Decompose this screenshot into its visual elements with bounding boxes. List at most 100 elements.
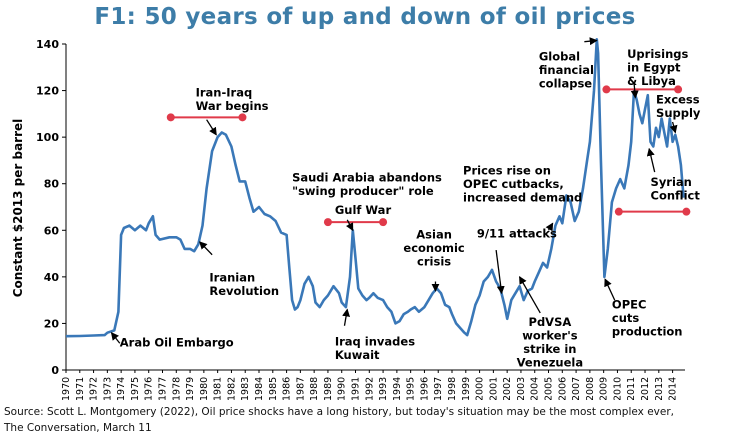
annotation-line: economic — [403, 241, 465, 255]
x-tick-label: 1994 — [392, 377, 403, 400]
y-axis-label: Constant $2013 per barrel — [11, 119, 25, 298]
syrian-conflict-range-start — [614, 207, 623, 216]
x-tick-label: 2010 — [612, 377, 623, 400]
y-tick-label: 80 — [44, 178, 60, 191]
arab-spring-range-end — [674, 85, 683, 94]
annotation-line: Kuwait — [335, 348, 380, 362]
source-note: Source: Scott L. Montgomery (2022), Oil … — [4, 404, 726, 436]
annotation-line: worker's — [522, 328, 578, 342]
page-title: F1: 50 years of up and down of oil price… — [94, 4, 636, 30]
x-tick-label: 2004 — [530, 377, 541, 400]
y-tick-label: 20 — [44, 317, 60, 330]
excess-supply-arrow — [669, 121, 678, 134]
y-tick-label: 0 — [51, 364, 59, 377]
x-tick-label: 1985 — [268, 377, 279, 400]
x-tick-label: 2006 — [557, 377, 568, 400]
annotation-line: 9/11 attacks — [477, 226, 557, 240]
gulf-war-range-start — [323, 218, 332, 227]
pdvsa-strike-arrow — [519, 275, 541, 314]
annotation-line: Supply — [656, 106, 701, 120]
annotation-line: War begins — [196, 99, 269, 113]
gulf-war-range-end — [379, 218, 388, 227]
x-tick-label: 2011 — [626, 377, 637, 400]
iraq-invades-kuwait-annotation: Iraq invades Kuwait — [335, 335, 415, 363]
iranian-revolution-annotation: Iranian Revolution — [209, 271, 279, 299]
arab-oil-embargo-arrow — [110, 331, 121, 344]
annotation-line: Iranian — [209, 271, 255, 285]
uprisings-annotation: Uprisings in Egypt & Libya — [627, 47, 688, 88]
annotation-line: in Egypt — [627, 60, 681, 74]
source-line-2: The Conversation, March 11 — [4, 422, 152, 434]
arab-oil-embargo-annotation: Arab Oil Embargo — [120, 336, 234, 350]
annotation-line: production — [612, 324, 683, 338]
x-tick-label: 1989 — [323, 377, 334, 400]
x-tick-label: 1971 — [75, 377, 86, 400]
x-tick-label: 1978 — [171, 377, 182, 400]
x-tick-label: 1986 — [282, 377, 293, 400]
annotation-line: & Libya — [627, 74, 676, 88]
annotation-line: increased demand — [463, 190, 582, 204]
saudi-arabia-annotation: Saudi Arabia abandons "swing producer" ro… — [292, 170, 442, 198]
x-tick-label: 2013 — [654, 377, 665, 400]
x-tick-label: 2003 — [516, 377, 527, 400]
annotation-line: Revolution — [209, 284, 279, 298]
iran-iraq-war-range-end — [238, 113, 247, 122]
iranian-revolution-arrow — [199, 241, 213, 256]
x-tick-label: 1984 — [254, 377, 265, 400]
x-tick-label: 1993 — [378, 377, 389, 400]
syrian-conflict-arrow — [646, 147, 656, 173]
annotation-line: Arab Oil Embargo — [120, 336, 234, 350]
x-tick-label: 1983 — [240, 377, 251, 400]
annotation-line: financial — [539, 63, 594, 77]
x-tick-label: 2007 — [571, 377, 582, 400]
annotation-line: cuts — [612, 311, 640, 325]
annotation-line: PdVSA — [529, 315, 572, 329]
x-tick-label: 1974 — [116, 377, 127, 400]
source-line-1: Source: Scott L. Montgomery (2022), Oil … — [4, 406, 674, 418]
x-tick-label: 1992 — [364, 377, 375, 400]
x-tick-label: 2002 — [502, 377, 513, 400]
asian-crisis-annotation: Asian economic crisis — [403, 227, 465, 268]
global-financial-collapse-arrow — [584, 37, 598, 46]
x-tick-label: 1998 — [447, 377, 458, 400]
y-tick-label: 100 — [36, 131, 59, 144]
annotation-line: OPEC — [612, 297, 647, 311]
x-tick-label: 1996 — [419, 377, 430, 400]
series-group — [65, 38, 685, 338]
iran-iraq-war-annotation: Iran-Iraq War begins — [196, 85, 269, 113]
x-tick-label: 1981 — [213, 377, 224, 400]
annotation-line: Iraq invades — [335, 335, 415, 349]
annotation-line: Conflict — [651, 189, 701, 203]
gulf-war-annotation: Gulf War — [335, 203, 392, 217]
range-markers — [166, 85, 691, 227]
iran-iraq-war-arrow — [206, 119, 217, 136]
9-11-attacks-arrow — [495, 249, 505, 295]
annotations: Arab Oil Embargo Iranian Revolution Iran-Ir… — [110, 37, 701, 369]
annotation-line: Saudi Arabia abandons — [292, 170, 442, 184]
x-tick-label: 2008 — [585, 377, 596, 400]
y-tick-label: 40 — [44, 271, 60, 284]
annotation-line: Venezuela — [517, 355, 583, 369]
annotation-line: strike in — [523, 342, 576, 356]
x-tick-label: 1973 — [102, 377, 113, 400]
syrian-conflict-range-end — [682, 207, 691, 216]
x-tick-label: 2005 — [544, 377, 555, 400]
x-tick-label: 1979 — [185, 377, 196, 400]
x-tick-label: 1976 — [144, 377, 155, 400]
x-tick-label: 1988 — [309, 377, 320, 400]
x-tick-label: 1977 — [158, 377, 169, 400]
annotation-line: Global — [539, 49, 580, 63]
x-tick-label: 1975 — [130, 377, 141, 400]
x-tick-label: 1995 — [406, 377, 417, 400]
x-tick-label: 2012 — [640, 377, 651, 400]
annotation-line: Gulf War — [335, 203, 392, 217]
x-tick-label: 2014 — [668, 377, 679, 400]
x-tick-label: 1997 — [433, 377, 444, 400]
annotation-line: Excess — [656, 92, 700, 106]
x-tick-label: 1980 — [199, 377, 210, 400]
x-tick-label: 2000 — [475, 377, 486, 400]
x-tick-label: 1999 — [461, 377, 472, 400]
annotation-line: Syrian — [651, 175, 692, 189]
annotation-line: crisis — [417, 254, 451, 268]
x-tick-label: 1982 — [226, 377, 237, 400]
